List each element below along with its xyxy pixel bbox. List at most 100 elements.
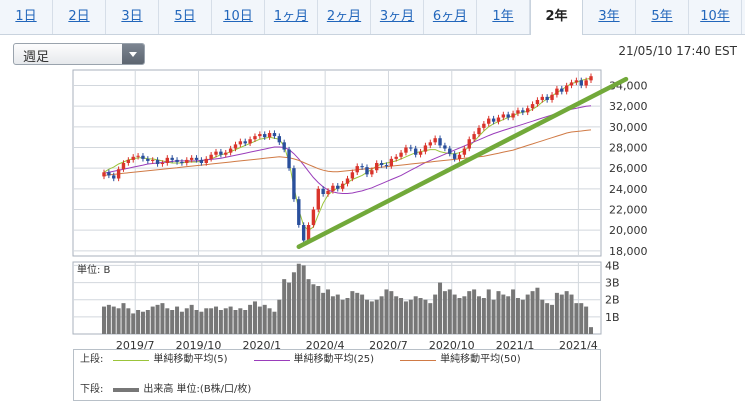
- legend-ma5-label: 単純移動平均(5): [153, 354, 228, 365]
- volume-bar: [564, 291, 569, 334]
- volume-bar: [243, 310, 248, 334]
- volume-bar: [267, 308, 272, 334]
- volume-bar: [296, 263, 301, 334]
- volume-bar: [559, 294, 564, 334]
- y-tick-label: 18,000: [609, 245, 648, 258]
- ma25-swatch: [253, 359, 290, 361]
- volume-bar: [364, 299, 369, 334]
- tab-7[interactable]: 3ヶ月: [371, 0, 424, 34]
- tab-11[interactable]: 3年: [583, 0, 636, 34]
- candle-body: [151, 159, 155, 161]
- candle-body: [404, 147, 408, 153]
- tab-10[interactable]: 2年: [530, 0, 583, 35]
- candle-body: [316, 188, 320, 210]
- volume-bar: [272, 311, 277, 334]
- candle-body: [141, 155, 145, 159]
- candle-body: [131, 156, 135, 160]
- volume-bar: [282, 279, 287, 334]
- tab-8[interactable]: 6ヶ月: [424, 0, 477, 34]
- tab-5[interactable]: 1ヶ月: [265, 0, 318, 34]
- tab-6[interactable]: 2ヶ月: [318, 0, 371, 34]
- candle-body: [564, 85, 569, 92]
- candle-body: [569, 82, 574, 86]
- candle-body: [116, 169, 121, 179]
- volume-bar: [204, 308, 209, 334]
- tab-2[interactable]: 3日: [106, 0, 159, 34]
- volume-bar: [121, 303, 126, 334]
- tab-4[interactable]: 10日: [212, 0, 265, 34]
- candle-body: [175, 159, 179, 162]
- volume-bar: [306, 279, 311, 334]
- volume-bar: [257, 306, 262, 334]
- candle-body: [462, 148, 467, 155]
- volume-bar: [550, 304, 555, 334]
- legend-top-label: 上段:: [80, 354, 104, 365]
- legend-ma5: 単純移動平均(5): [113, 353, 228, 367]
- candle-body: [394, 156, 398, 159]
- candle-body: [360, 166, 364, 168]
- y-tick-label: 22,000: [609, 204, 648, 217]
- tab-3[interactable]: 5日: [159, 0, 212, 34]
- volume-bar: [355, 292, 360, 334]
- volume-bar: [520, 299, 525, 334]
- x-tick-label: 2020/7: [369, 339, 408, 350]
- tab-12[interactable]: 5年: [636, 0, 689, 34]
- candle-body: [457, 154, 462, 159]
- candle-body: [516, 110, 520, 114]
- candle-body: [136, 155, 140, 157]
- candle-body: [418, 151, 423, 155]
- volume-bar: [248, 304, 253, 334]
- candle-body: [224, 152, 228, 155]
- tab-13[interactable]: 10年: [689, 0, 742, 34]
- volume-bar: [496, 291, 501, 334]
- volume-bar: [214, 306, 219, 334]
- volume-bar: [384, 289, 389, 334]
- legend-volume-label: 出来高 単位:(B株/口/枚): [143, 384, 252, 395]
- volume-bar: [379, 296, 384, 334]
- volume-bar: [467, 291, 472, 334]
- legend-bottom-label: 下段:: [80, 384, 104, 395]
- candle-body: [301, 225, 306, 241]
- tab-9[interactable]: 1年: [477, 0, 530, 34]
- candle-body: [574, 80, 579, 83]
- candle-body: [428, 142, 432, 146]
- candle-body: [409, 147, 413, 149]
- volume-bar: [233, 310, 238, 334]
- x-tick-label: 2019/7: [116, 339, 155, 350]
- volume-bar: [155, 304, 160, 334]
- candle-body: [535, 99, 540, 105]
- volume-bar: [102, 306, 106, 334]
- y-tick-label: 28,000: [609, 142, 648, 155]
- volume-bar: [316, 286, 321, 334]
- volume-bar: [277, 299, 282, 334]
- volume-bar: [238, 308, 243, 334]
- tab-1[interactable]: 2日: [53, 0, 106, 34]
- x-tick-label: 2021/1: [496, 339, 535, 350]
- candle-body: [355, 166, 359, 173]
- volume-bar: [554, 292, 559, 334]
- period-select[interactable]: 週足: [13, 43, 145, 65]
- volume-bar: [369, 301, 374, 334]
- volume-bar: [194, 310, 199, 334]
- candle-body: [472, 134, 476, 140]
- chart-legend: 上段: 単純移動平均(5) 単純移動平均(25) 単純移動平均(50) 下段: …: [73, 349, 601, 401]
- candle-body: [384, 165, 389, 167]
- volume-bar: [189, 304, 194, 334]
- legend-ma50-label: 単純移動平均(50): [440, 354, 521, 365]
- candle-body: [282, 142, 286, 150]
- tab-0[interactable]: 1日: [0, 0, 53, 34]
- volume-bar: [389, 291, 394, 334]
- period-select-value: 週足: [23, 50, 50, 65]
- candle-body: [267, 133, 272, 138]
- candle-body: [340, 183, 345, 189]
- volume-bar: [345, 298, 350, 334]
- candle-body: [511, 113, 515, 118]
- candle-body: [350, 172, 355, 179]
- candle-body: [214, 151, 218, 155]
- volume-bar: [184, 308, 189, 334]
- chevron-down-icon[interactable]: [122, 44, 144, 64]
- volume-bar: [140, 311, 145, 334]
- volume-bar: [403, 301, 408, 334]
- volume-bar: [535, 287, 540, 334]
- candle-body: [306, 225, 311, 241]
